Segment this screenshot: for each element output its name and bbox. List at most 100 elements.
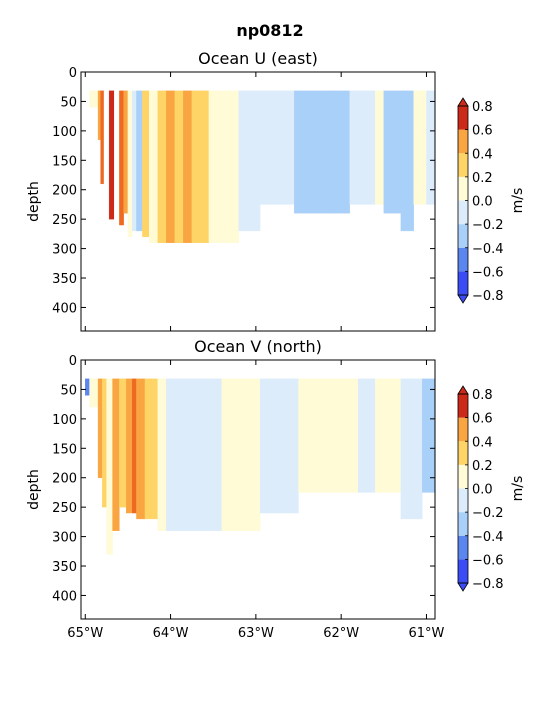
contour-column xyxy=(358,378,376,493)
colorbar-segment xyxy=(458,153,468,177)
colorbar-tick-label: −0.2 xyxy=(472,218,504,233)
colorbar-extend-min xyxy=(457,582,469,592)
colorbar-segment xyxy=(458,394,468,418)
y-tick-label: 300 xyxy=(52,243,77,258)
contour-column xyxy=(89,378,99,408)
x-tick-label: 63°W xyxy=(238,626,274,641)
colorbar-tick-label: −0.8 xyxy=(472,289,504,304)
colorbar-segment xyxy=(458,247,468,272)
colorbar-segment xyxy=(458,488,468,513)
contour-column xyxy=(349,90,376,205)
x-tick-label: 61°W xyxy=(409,626,445,641)
y-tick-label: 350 xyxy=(52,272,77,287)
colorbar-segment xyxy=(458,464,468,489)
contour-column xyxy=(259,378,299,514)
contour-column xyxy=(123,90,129,214)
panel-title: Ocean V (north) xyxy=(194,337,322,356)
colorbar-segment xyxy=(458,417,468,442)
contour-column xyxy=(166,378,176,531)
contour-column xyxy=(106,378,113,555)
y-axis-label: depth xyxy=(26,469,42,510)
contour-column xyxy=(191,90,210,243)
y-tick-label: 200 xyxy=(52,184,77,199)
y-tick-label: 300 xyxy=(52,531,77,546)
contour-column xyxy=(426,90,436,205)
y-tick-label: 150 xyxy=(52,442,77,457)
colorbar-tick-label: 0.6 xyxy=(472,124,493,139)
colorbar-segment xyxy=(458,176,468,201)
y-tick-label: 100 xyxy=(52,125,77,140)
contour-column xyxy=(294,90,329,214)
colorbar-tick-label: −0.2 xyxy=(472,506,504,521)
colorbar-tick-label: −0.6 xyxy=(472,553,504,568)
contour-column xyxy=(183,90,193,243)
contour-column xyxy=(127,90,133,238)
x-tick-label: 62°W xyxy=(323,626,359,641)
contour-column xyxy=(131,378,137,514)
contour-column xyxy=(100,90,105,185)
contour-column xyxy=(166,90,176,243)
plot-frame xyxy=(80,71,436,332)
contour-column xyxy=(422,378,436,493)
colorbar-tick-label: −0.4 xyxy=(472,242,504,257)
contour-column xyxy=(328,90,350,214)
colorbar-tick-label: 0.2 xyxy=(472,459,493,474)
colorbar-tick-label: −0.8 xyxy=(472,577,504,592)
y-tick-label: 0 xyxy=(69,354,77,369)
contour-column xyxy=(136,378,146,520)
colorbar-tick-label: 0.0 xyxy=(472,195,493,210)
plot-frame xyxy=(80,359,436,620)
contour-column xyxy=(85,90,90,108)
colorbar-tick-label: 0.8 xyxy=(472,100,493,115)
contour-column xyxy=(131,90,137,232)
contour-column xyxy=(298,378,359,493)
contour-column xyxy=(281,90,295,205)
colorbar-tick-label: −0.6 xyxy=(472,265,504,280)
contour-column xyxy=(114,90,120,232)
colorbar-segment xyxy=(458,512,468,536)
y-tick-label: 100 xyxy=(52,413,77,428)
panel-u: Ocean U (east) 0 50 100 150 200 250 300 350 400 de… xyxy=(26,49,526,332)
colorbar-segment xyxy=(458,441,468,465)
contour-column xyxy=(85,378,90,396)
colorbar-tick-label: 0.2 xyxy=(472,171,493,186)
contour-column xyxy=(221,378,261,531)
colorbar-tick-label: −0.4 xyxy=(472,530,504,545)
contour-column xyxy=(108,90,115,220)
y-tick-label: 50 xyxy=(60,95,77,110)
y-tick-label: 400 xyxy=(52,301,77,316)
contour-column xyxy=(144,378,158,520)
colorbar-tick-label: 0.8 xyxy=(472,388,493,403)
contour-column xyxy=(136,90,143,232)
figure-title: np0812 xyxy=(236,21,303,40)
y-tick-label: 150 xyxy=(52,154,77,169)
contour-column xyxy=(400,378,423,520)
colorbar-segment xyxy=(458,535,468,560)
colorbar-tick-label: 0.4 xyxy=(472,435,493,450)
contour-column xyxy=(119,378,127,508)
panel-title: Ocean U (east) xyxy=(198,49,318,68)
contour-column xyxy=(400,90,414,232)
y-tick-label: 0 xyxy=(69,66,77,81)
x-tick-label: 65°W xyxy=(67,626,103,641)
contour-column xyxy=(238,90,261,232)
contour-column xyxy=(103,90,110,208)
y-tick-label: 250 xyxy=(52,501,77,516)
contour-column xyxy=(157,90,167,243)
contour-column xyxy=(259,90,282,205)
y-tick-label: 350 xyxy=(52,560,77,575)
contour-column xyxy=(375,378,402,493)
contour-column xyxy=(142,90,150,238)
contour-column xyxy=(126,378,133,514)
contour-column xyxy=(413,90,427,205)
contour-column xyxy=(208,90,240,243)
panel-v: Ocean V (north) 0 50 100 150 200 250 300 350 400 6… xyxy=(26,337,526,641)
contour-column xyxy=(89,90,99,108)
colorbar-extend-min xyxy=(457,294,469,304)
y-tick-label: 200 xyxy=(52,472,77,487)
y-axis-label: depth xyxy=(26,181,42,222)
colorbar-segment xyxy=(458,224,468,248)
colorbar-label: m/s xyxy=(510,476,526,502)
contour-column xyxy=(375,90,385,205)
